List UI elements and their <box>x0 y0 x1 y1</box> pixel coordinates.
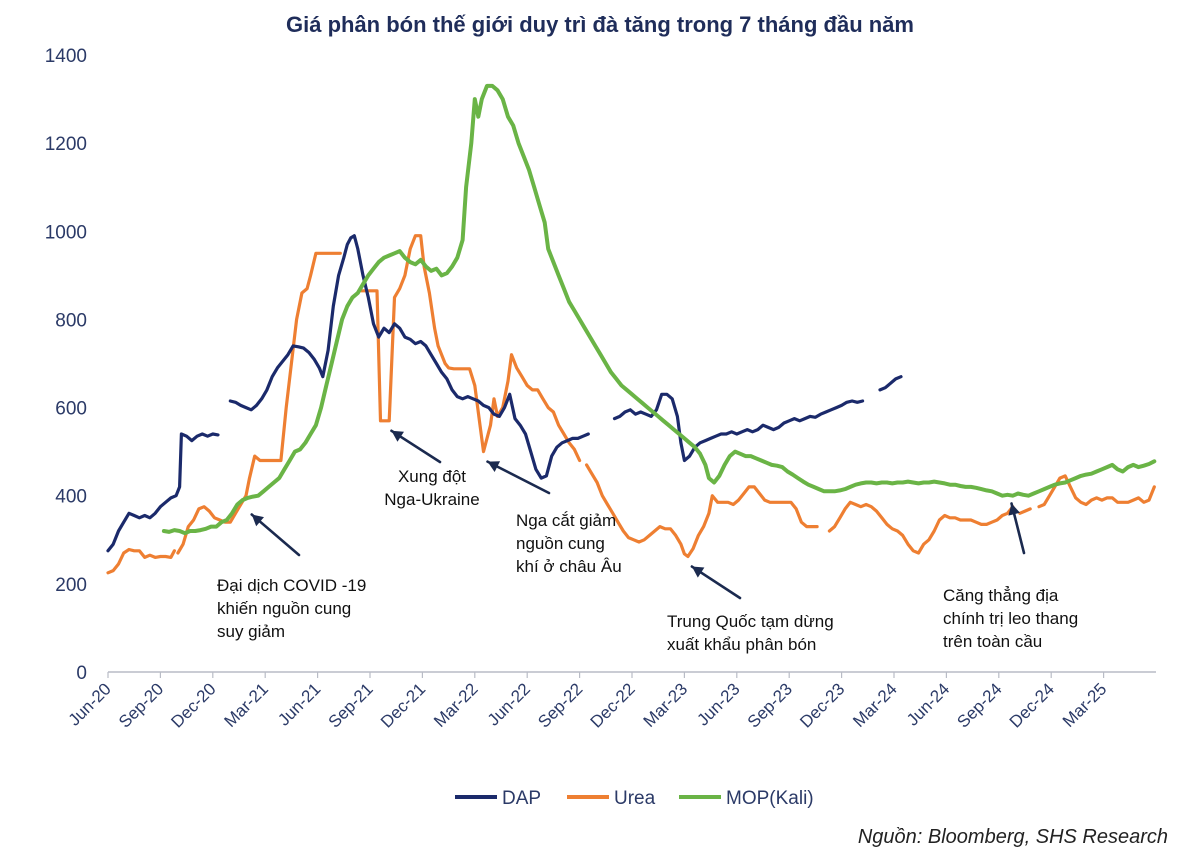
x-tick-label: Sep-24 <box>953 679 1005 731</box>
annotation-text: nguồn cung <box>516 534 605 553</box>
annotation-text: khí ở châu Âu <box>516 557 622 576</box>
annotation: Đại dịch COVID -19 khiến nguồn cung suy gi… <box>217 513 366 641</box>
annotation-text: Đại dịch COVID -19 <box>217 576 366 595</box>
arrowhead <box>1008 503 1021 516</box>
annotation-text: chính trị leo thang <box>943 609 1078 628</box>
x-tick-label: Dec-20 <box>167 679 219 731</box>
annotation-text: Căng thẳng địa <box>943 586 1059 605</box>
x-tick-label: Jun-22 <box>484 679 534 729</box>
x-tick-label: Mar-24 <box>849 679 901 731</box>
x-axis: Jun-20 Sep-20 Dec-20 Mar-21 Jun-21 Sep-21 Dec-… <box>65 671 1156 732</box>
annotation-text: xuất khẩu phân bón <box>667 635 816 654</box>
annotation: Căng thẳng địa chính trị leo thang trên to… <box>943 502 1078 651</box>
series-line <box>106 432 220 553</box>
y-tick-label: 200 <box>55 575 87 596</box>
x-tick-label: Sep-22 <box>534 679 586 731</box>
y-tick-label: 400 <box>55 487 87 508</box>
arrowhead <box>487 461 501 472</box>
annotation: Trung Quốc tạm dừng xuất khẩu phân bón <box>667 565 834 654</box>
annotation-text: suy giảm <box>217 622 285 641</box>
legend-label: DAP <box>502 788 541 809</box>
legend-label: MOP(Kali) <box>726 788 814 809</box>
series-mop-kali <box>161 83 1157 536</box>
arrowhead <box>691 566 705 578</box>
y-tick-label: 1400 <box>45 46 87 67</box>
x-tick-label: Sep-20 <box>115 679 167 731</box>
series-line <box>585 463 819 559</box>
legend: DAP Urea MOP(Kali) <box>455 788 814 809</box>
arrowhead <box>251 514 264 527</box>
x-tick-label: Dec-21 <box>377 679 429 731</box>
y-tick-label: 600 <box>55 399 87 420</box>
y-tick-label: 1000 <box>45 222 87 243</box>
annotation: Xung đột Nga-Ukraine <box>384 429 480 509</box>
annotation-text: Nga-Ukraine <box>384 490 479 509</box>
series-line <box>161 83 1157 536</box>
x-tick-label: Mar-25 <box>1059 679 1111 731</box>
series-line <box>228 234 590 480</box>
plot-area <box>106 83 1157 575</box>
series-line <box>359 234 582 463</box>
x-tick-label: Dec-23 <box>796 679 848 731</box>
x-tick-label: Sep-21 <box>325 679 377 731</box>
annotation-text: Nga cắt giảm <box>516 511 616 530</box>
series-dap <box>106 234 903 553</box>
x-tick-label: Dec-24 <box>1006 679 1058 731</box>
legend-label: Urea <box>614 788 656 809</box>
series-line <box>106 547 176 575</box>
series-urea <box>106 234 1156 575</box>
x-tick-label: Mar-23 <box>640 679 692 731</box>
x-tick-label: Jun-20 <box>65 679 115 729</box>
x-tick-label: Mar-21 <box>221 679 273 731</box>
source-note: Nguồn: Bloomberg, SHS Research <box>858 826 1168 848</box>
annotation-text: trên toàn cầu <box>943 632 1042 651</box>
y-tick-label: 0 <box>76 663 87 684</box>
series-line <box>878 375 903 392</box>
annotation: Nga cắt giảm nguồn cung khí ở châu Âu <box>486 460 622 576</box>
annotation-text: Trung Quốc tạm dừng <box>667 612 834 631</box>
series-line <box>827 500 1015 555</box>
y-tick-label: 800 <box>55 310 87 331</box>
annotations: Đại dịch COVID -19 khiến nguồn cung suy gi… <box>217 429 1078 654</box>
chart-title: Giá phân bón thế giới duy trì đà tăng tr… <box>286 12 914 37</box>
arrowhead <box>391 430 404 442</box>
annotation-text: khiến nguồn cung <box>217 599 351 618</box>
y-tick-label: 1200 <box>45 134 87 155</box>
annotation-text: Xung đột <box>398 467 466 486</box>
x-tick-label: Jun-21 <box>274 679 324 729</box>
x-tick-label: Dec-22 <box>587 679 639 731</box>
series-line <box>176 251 342 555</box>
y-axis: 0 200 400 600 800 1000 1200 1400 <box>45 46 87 684</box>
annotation-arrow <box>486 460 551 495</box>
x-tick-label: Mar-22 <box>430 679 482 731</box>
x-tick-label: Sep-23 <box>744 679 796 731</box>
x-tick-label: Jun-23 <box>693 679 743 729</box>
series-line <box>1018 507 1032 515</box>
series-line <box>612 392 865 463</box>
x-tick-label: Jun-24 <box>903 679 953 729</box>
series-line <box>1037 474 1156 509</box>
